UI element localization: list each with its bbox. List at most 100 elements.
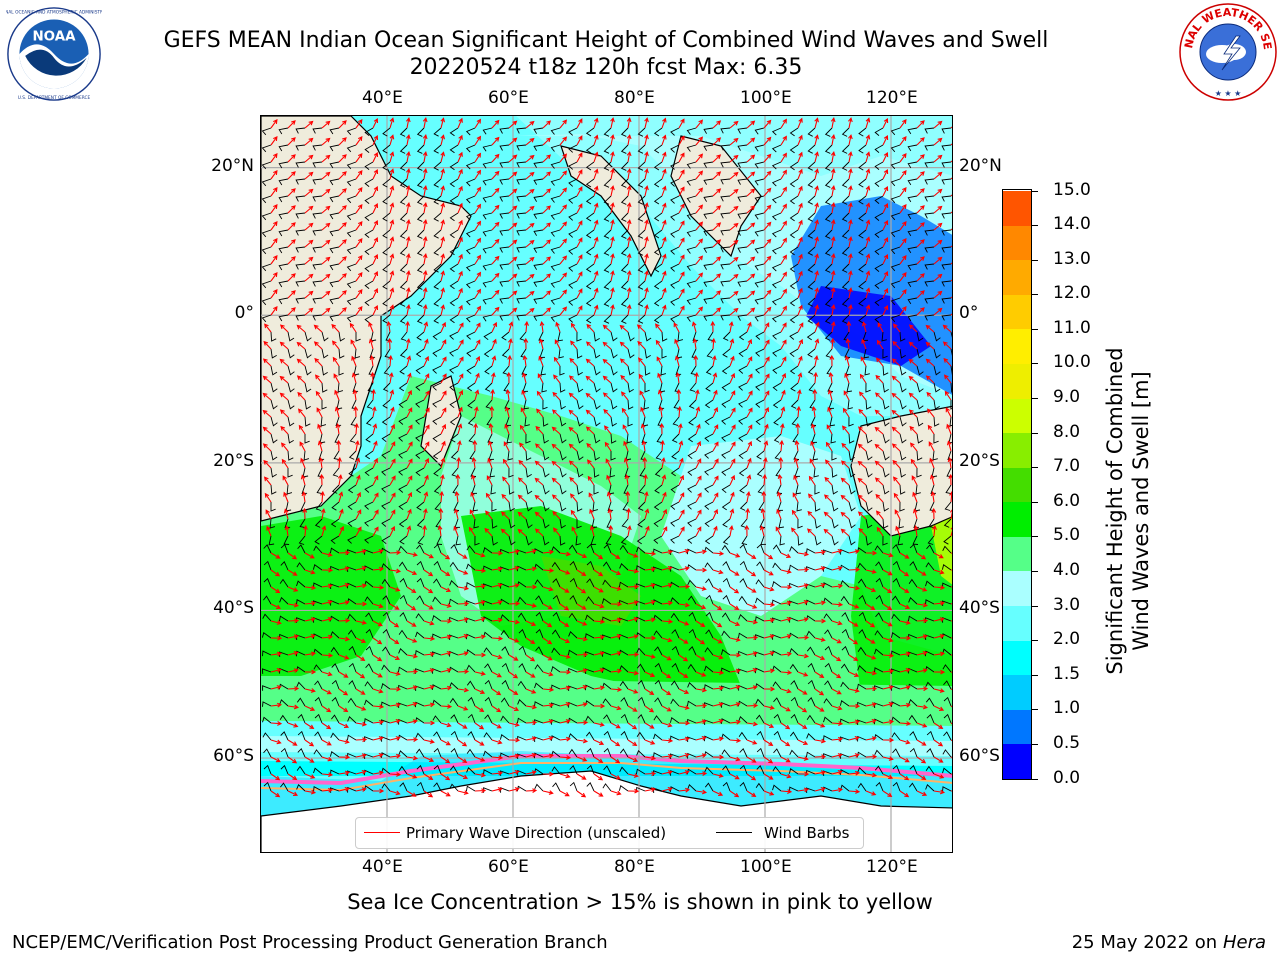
wave-direction-arrow bbox=[453, 525, 459, 537]
wave-direction-arrow bbox=[831, 753, 843, 758]
wave-direction-arrow bbox=[899, 237, 907, 248]
wave-direction-arrow bbox=[814, 134, 819, 146]
wind-barb bbox=[585, 144, 595, 154]
wave-direction-arrow bbox=[678, 584, 691, 589]
wind-barb bbox=[908, 578, 918, 588]
wind-barb bbox=[875, 781, 884, 792]
wind-barb bbox=[261, 280, 272, 289]
wind-barb bbox=[415, 450, 425, 459]
wave-direction-arrow bbox=[932, 524, 938, 537]
wave-direction-arrow bbox=[542, 568, 555, 573]
wind-barb bbox=[720, 280, 731, 287]
wind-barb bbox=[890, 280, 901, 289]
wave-direction-arrow bbox=[847, 304, 853, 316]
wave-direction-arrow bbox=[508, 753, 521, 759]
wave-direction-arrow bbox=[389, 406, 395, 418]
wave-direction-arrow bbox=[865, 168, 871, 180]
wave-direction-arrow bbox=[355, 305, 363, 316]
wave-direction-arrow bbox=[372, 549, 384, 554]
wind-barb bbox=[841, 628, 850, 639]
wave-direction-arrow bbox=[508, 222, 518, 231]
wind-barb bbox=[737, 178, 748, 185]
wave-direction-arrow bbox=[389, 458, 396, 469]
wind-barb bbox=[568, 263, 578, 272]
wind-barb bbox=[270, 450, 278, 461]
wave-direction-arrow bbox=[502, 476, 510, 486]
wave-direction-arrow bbox=[779, 439, 785, 452]
wave-direction-arrow bbox=[370, 371, 376, 384]
wind-barb bbox=[670, 229, 680, 238]
wind-barb bbox=[875, 612, 884, 622]
wave-direction-arrow bbox=[861, 338, 867, 350]
wind-barb bbox=[364, 484, 374, 493]
wind-barb bbox=[737, 297, 748, 304]
wave-direction-arrow bbox=[678, 135, 685, 146]
wave-direction-arrow bbox=[840, 528, 850, 537]
wave-direction-arrow bbox=[847, 202, 853, 214]
wave-direction-arrow bbox=[423, 620, 435, 626]
wind-barb bbox=[738, 668, 748, 675]
wave-direction-arrow bbox=[270, 635, 283, 641]
wave-direction-arrow bbox=[321, 583, 334, 589]
wind-barb bbox=[398, 750, 408, 758]
wave-direction-arrow bbox=[314, 374, 323, 384]
wave-direction-arrow bbox=[775, 526, 782, 537]
wave-direction-arrow bbox=[729, 508, 735, 520]
wind-barb bbox=[576, 348, 583, 359]
wave-direction-arrow bbox=[423, 702, 436, 708]
wave-direction-arrow bbox=[695, 289, 704, 299]
wave-direction-arrow bbox=[642, 456, 648, 469]
wind-barb bbox=[738, 467, 748, 477]
wave-direction-arrow bbox=[780, 634, 792, 639]
wind-barb bbox=[790, 696, 799, 707]
wave-direction-arrow bbox=[304, 188, 314, 197]
wave-direction-arrow bbox=[712, 702, 724, 707]
wave-direction-arrow bbox=[899, 186, 907, 197]
wave-direction-arrow bbox=[661, 168, 667, 180]
wind-barb bbox=[483, 647, 493, 656]
wave-direction-arrow bbox=[678, 492, 685, 503]
wave-direction-arrow bbox=[287, 239, 296, 248]
wind-barb bbox=[287, 416, 295, 427]
wind-barb bbox=[366, 399, 374, 409]
wave-direction-arrow bbox=[678, 169, 685, 180]
wave-direction-arrow bbox=[729, 458, 736, 469]
wind-barb bbox=[924, 144, 935, 151]
wave-direction-arrow bbox=[570, 509, 578, 520]
wind-barb bbox=[450, 433, 459, 443]
wind-barb bbox=[823, 786, 833, 793]
wind-barb bbox=[533, 246, 544, 253]
wave-direction-arrow bbox=[610, 117, 615, 129]
wind-barb bbox=[399, 212, 408, 222]
wave-direction-arrow bbox=[491, 338, 497, 350]
wind-barb bbox=[455, 535, 461, 546]
wind-barb bbox=[382, 595, 391, 605]
wind-barb bbox=[636, 731, 646, 741]
wave-direction-arrow bbox=[405, 338, 411, 350]
wind-barb bbox=[482, 161, 493, 169]
wave-direction-arrow bbox=[627, 739, 638, 747]
wind-barb bbox=[755, 399, 765, 408]
wave-direction-arrow bbox=[522, 354, 528, 367]
wave-direction-arrow bbox=[830, 236, 836, 248]
wave-direction-arrow bbox=[593, 151, 599, 163]
wind-barb bbox=[482, 246, 493, 254]
map-graticule bbox=[261, 116, 952, 852]
wave-direction-arrow bbox=[423, 586, 434, 594]
wind-barb bbox=[508, 535, 516, 546]
colorbar-tick-mark bbox=[1032, 709, 1038, 711]
wind-barb bbox=[653, 263, 663, 273]
wind-barb bbox=[399, 314, 408, 324]
wind-barb bbox=[739, 781, 748, 792]
wave-direction-arrow bbox=[270, 237, 278, 248]
wind-barb bbox=[568, 685, 578, 692]
wind-barb bbox=[807, 127, 816, 137]
wind-barb bbox=[499, 212, 510, 219]
wind-barb bbox=[535, 628, 544, 639]
wave-direction-arrow bbox=[746, 205, 756, 214]
wave-direction-arrow bbox=[830, 219, 836, 231]
wind-barb bbox=[772, 634, 782, 640]
wave-direction-arrow bbox=[423, 552, 434, 559]
wave-direction-arrow bbox=[457, 339, 464, 350]
wave-direction-arrow bbox=[779, 423, 785, 435]
